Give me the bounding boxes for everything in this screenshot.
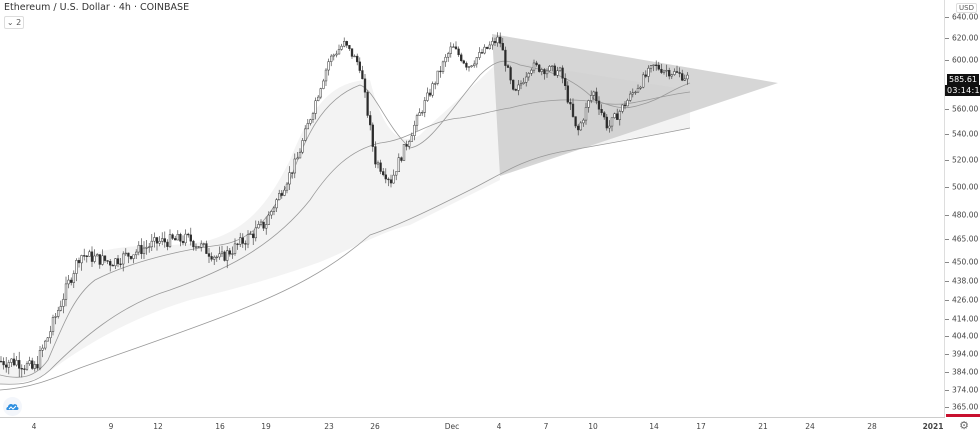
time-label: 4	[31, 422, 37, 431]
price-label: 620.00	[952, 33, 979, 43]
price-label: 450.00	[952, 257, 979, 267]
time-label: 7	[543, 422, 549, 431]
price-label: 426.00	[952, 295, 979, 305]
time-label: 26	[370, 422, 380, 431]
symbol-title: Ethereum / U.S. Dollar · 4h · COINBASE	[4, 2, 190, 13]
time-label: 9	[108, 422, 114, 431]
time-label: 14	[649, 422, 659, 431]
time-label: Dec	[444, 422, 460, 431]
price-label: 600.00	[952, 55, 979, 65]
price-label: 374.00	[952, 385, 979, 395]
time-label: 16	[215, 422, 225, 431]
time-label: 23	[324, 422, 334, 431]
currency-label[interactable]: USD	[956, 3, 977, 13]
timeline-marker	[946, 414, 980, 417]
price-label: 414.00	[952, 314, 979, 324]
tradingview-logo-icon[interactable]	[3, 397, 22, 416]
price-label: 560.00	[952, 104, 979, 114]
time-label: 17	[696, 422, 706, 431]
price-label: 640.00	[952, 12, 979, 22]
price-label: 404.00	[952, 331, 979, 341]
price-axis[interactable]: 640.00 620.00 600.00 560.00 540.00 520.0…	[945, 0, 980, 418]
price-label: 394.00	[952, 349, 979, 359]
ma-long-line	[0, 127, 691, 391]
price-label: 520.00	[952, 155, 979, 165]
bar-countdown-label: 03:14:17	[945, 85, 980, 96]
time-label: 10	[588, 422, 598, 431]
time-label: 21	[758, 422, 768, 431]
price-label: 480.00	[952, 210, 979, 220]
time-label: 19	[261, 422, 271, 431]
settings-gear-icon[interactable]: ⚙	[959, 419, 969, 432]
price-label: 438.00	[952, 276, 979, 286]
triangle-pattern	[492, 34, 778, 176]
price-label: 465.00	[952, 234, 979, 244]
time-label: 4	[496, 422, 502, 431]
time-label-year: 2021	[922, 422, 944, 431]
price-label: 384.00	[952, 367, 979, 377]
price-chart-plot[interactable]	[0, 0, 945, 418]
candlestick-series	[0, 32, 689, 378]
indicators-toggle-button[interactable]: ⌄ 2	[4, 16, 24, 29]
time-label: 28	[867, 422, 877, 431]
price-label: 500.00	[952, 182, 979, 192]
time-label: 12	[153, 422, 163, 431]
price-label: 365.00	[952, 402, 979, 412]
time-label: 24	[805, 422, 815, 431]
ma-fill-area	[0, 60, 500, 384]
price-label: 540.00	[952, 129, 979, 139]
last-price-label: 585.61	[947, 74, 979, 85]
